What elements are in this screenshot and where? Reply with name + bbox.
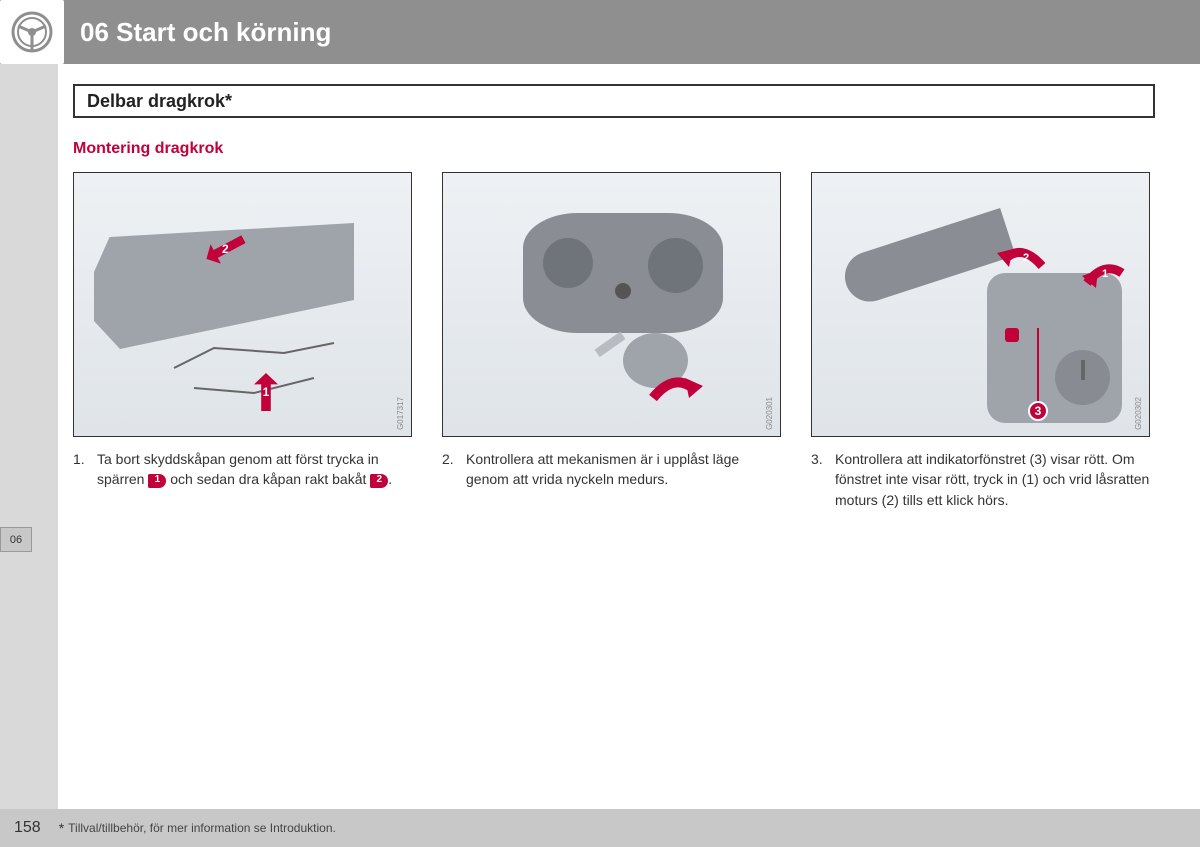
chapter-title: 06 Start och körning xyxy=(80,17,331,48)
chapter-header: 06 Start och körning xyxy=(0,0,1200,64)
figure-1: 2 1 G017317 xyxy=(73,172,412,437)
step-2: 2. Kontrollera att mekanismen är i upplå… xyxy=(442,449,781,490)
left-margin xyxy=(0,0,58,847)
column-1: 2 1 G017317 1. Ta bort skyddskåpan genom… xyxy=(73,172,412,510)
section-title-box: Delbar dragkrok* xyxy=(73,84,1155,118)
step-text: Kontrollera att mekanismen är i upplåst … xyxy=(466,449,781,490)
step-number: 1. xyxy=(73,449,97,490)
step-text: Ta bort skyddskåpan genom att först tryc… xyxy=(97,449,412,490)
svg-text:1: 1 xyxy=(1102,268,1108,280)
footer: 158 * Tillval/tillbehör, för mer informa… xyxy=(0,809,1200,847)
figure-code: G020301 xyxy=(765,397,774,430)
footer-asterisk: * xyxy=(59,820,64,836)
steering-wheel-icon xyxy=(0,0,64,64)
lock-body-shape xyxy=(987,273,1122,423)
figure-3: 2 1 3 G020302 xyxy=(811,172,1150,437)
marker-3-icon: 3 xyxy=(1028,401,1048,421)
section-title: Delbar dragkrok* xyxy=(87,91,232,112)
curve-arrow-1-icon: 1 xyxy=(1082,258,1127,293)
step-1: 1. Ta bort skyddskåpan genom att först t… xyxy=(73,449,412,490)
footer-text: Tillval/tillbehör, för mer information s… xyxy=(68,821,336,835)
step-3: 3. Kontrollera att indikatorfönstret (3)… xyxy=(811,449,1150,510)
step-number: 3. xyxy=(811,449,835,510)
inline-marker-1: 1 xyxy=(148,474,166,488)
mechanism-shape xyxy=(523,213,723,333)
svg-text:2: 2 xyxy=(1023,252,1029,264)
text-c: . xyxy=(388,471,392,487)
bracket-lines xyxy=(164,338,344,408)
step-text: Kontrollera att indikatorfönstret (3) vi… xyxy=(835,449,1150,510)
curve-arrow-2-icon: 2 xyxy=(997,241,1047,276)
figure-code: G017317 xyxy=(396,397,405,430)
figure-2: G020301 xyxy=(442,172,781,437)
page-number: 158 xyxy=(14,819,41,837)
column-2: G020301 2. Kontrollera att mekanismen är… xyxy=(442,172,781,510)
figure-code: G020302 xyxy=(1134,397,1143,430)
columns: 2 1 G017317 1. Ta bort skyddskåpan genom… xyxy=(73,172,1155,510)
side-chapter-tab: 06 xyxy=(0,527,32,552)
subheading: Montering dragkrok xyxy=(73,140,1155,158)
indicator-line xyxy=(1037,328,1039,403)
inline-marker-2: 2 xyxy=(370,474,388,488)
column-3: 2 1 3 G020302 3. Kontrollera att indikat… xyxy=(811,172,1150,510)
rotate-arrow-icon xyxy=(643,368,703,408)
text-b: och sedan dra kåpan rakt bakåt xyxy=(166,471,370,487)
step-number: 2. xyxy=(442,449,466,490)
content-area: Montering dragkrok 2 1 G017317 1. Ta bor… xyxy=(73,140,1155,510)
